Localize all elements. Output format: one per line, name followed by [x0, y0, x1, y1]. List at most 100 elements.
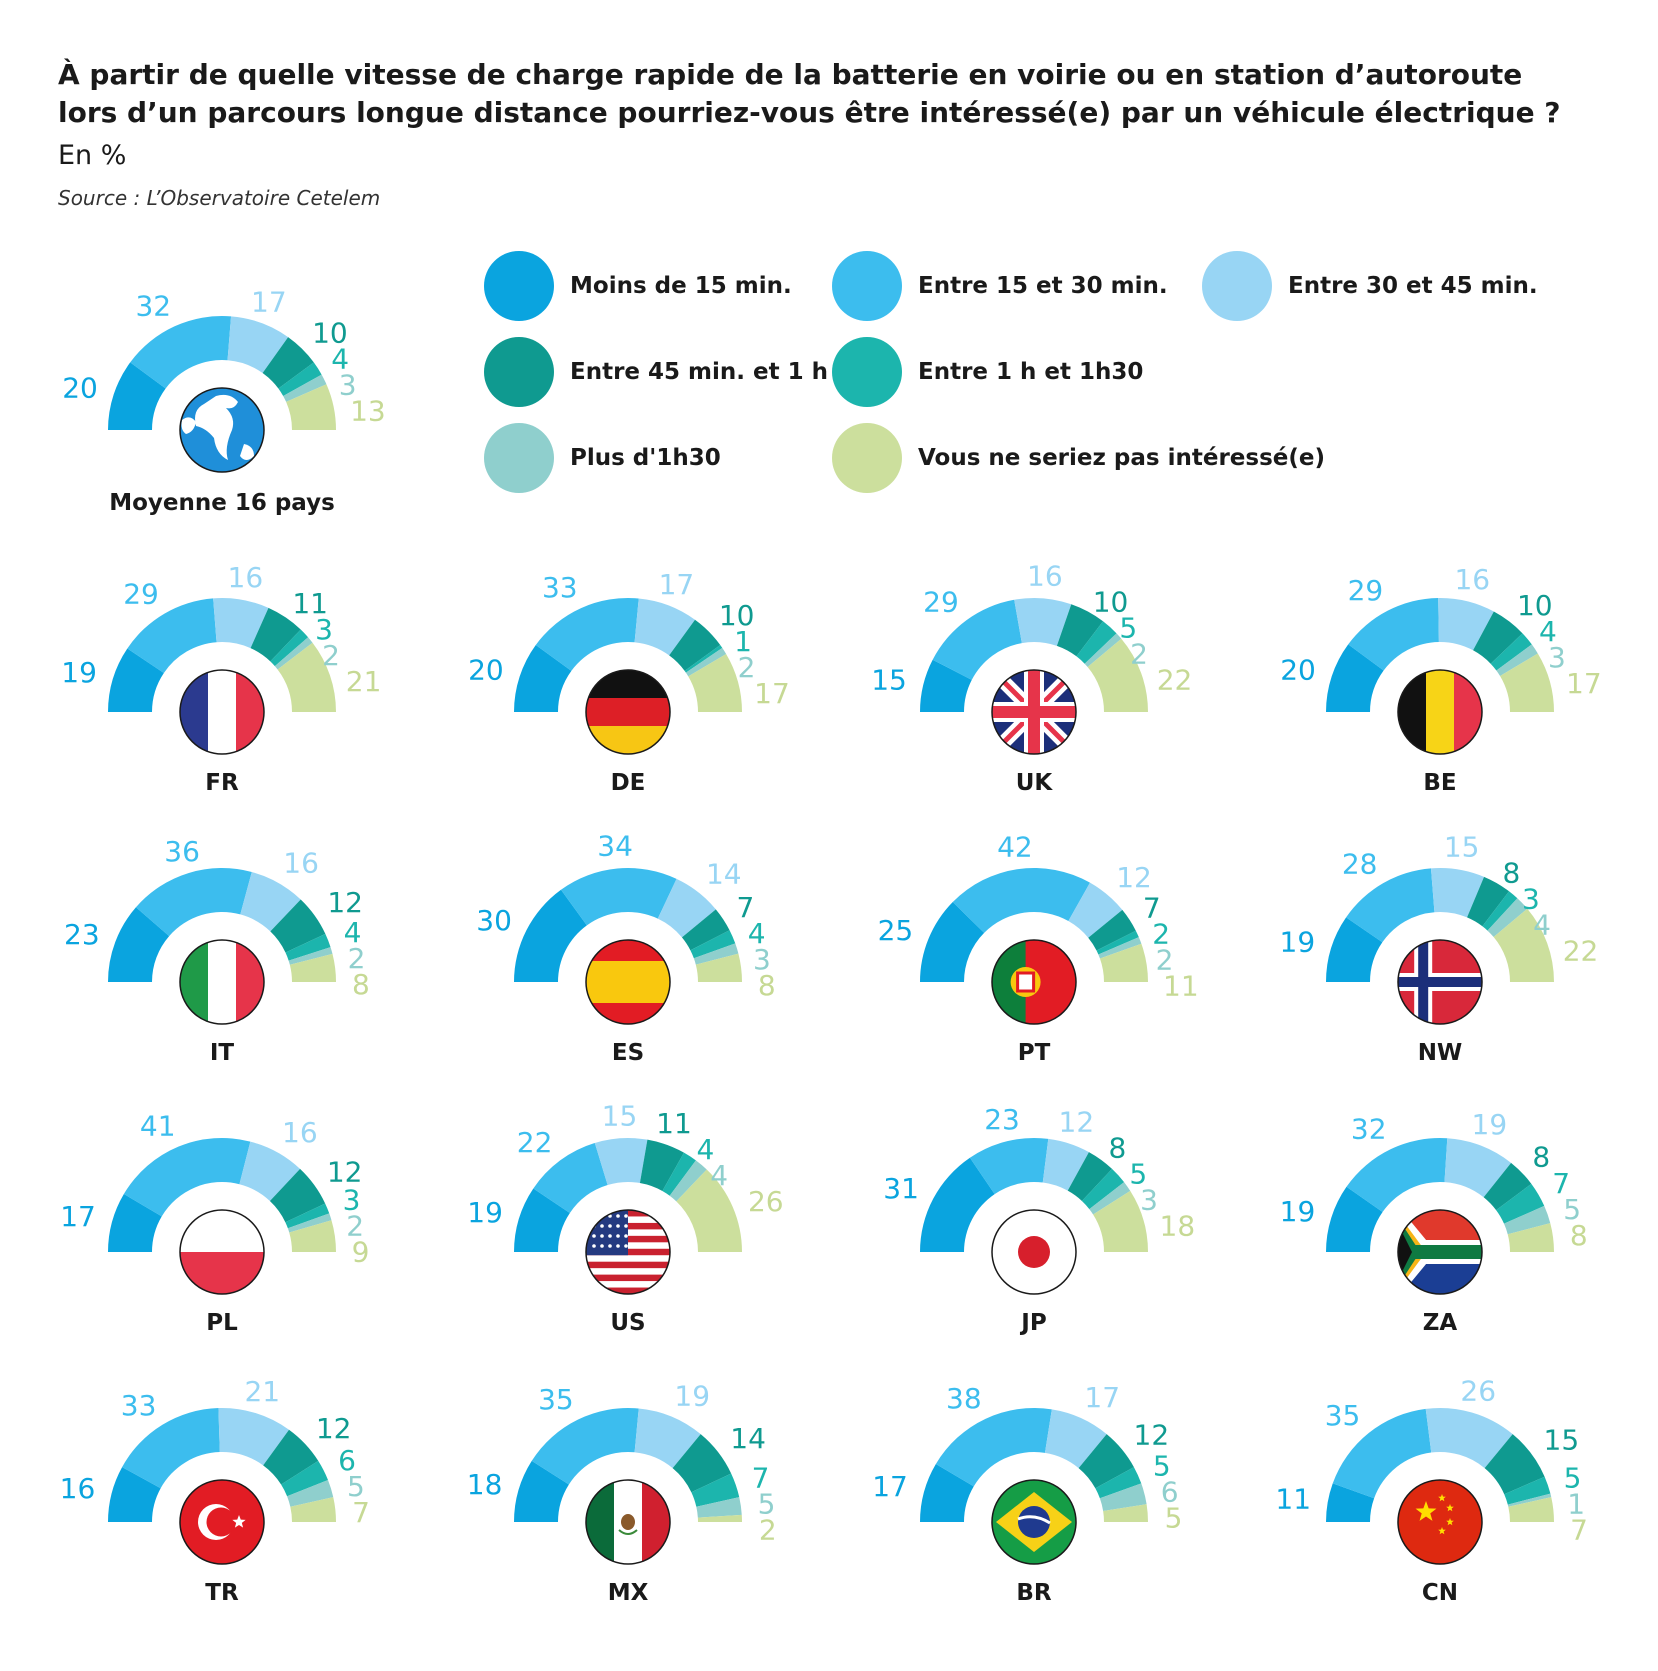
- data-label: 11: [292, 587, 328, 620]
- slice-1: [1346, 868, 1435, 943]
- data-label: 19: [674, 1379, 710, 1412]
- data-label: 8: [1532, 1141, 1550, 1174]
- slice-5: [1504, 1205, 1551, 1235]
- data-label: 5: [1564, 1462, 1582, 1495]
- legend-item-moins-15: Moins de 15 min.: [484, 251, 792, 321]
- data-label: 32: [135, 289, 171, 322]
- chart-label: UK: [1016, 770, 1054, 796]
- slice-6: [1093, 1190, 1148, 1252]
- chart-title-line-2: lors d’un parcours longue distance pourr…: [58, 96, 1561, 129]
- slice-6: [676, 1169, 742, 1252]
- chart-subtitle: En %: [58, 140, 127, 171]
- slice-6: [290, 1497, 336, 1522]
- data-label: 4: [344, 916, 362, 949]
- data-label: 26: [748, 1185, 784, 1218]
- slice-0: [108, 1193, 162, 1252]
- data-label: 5: [347, 1470, 365, 1503]
- data-label: 5: [1153, 1450, 1171, 1483]
- data-label: 19: [1280, 925, 1316, 958]
- flag-outline: [585, 939, 671, 1025]
- data-label: 2: [738, 651, 756, 684]
- slice-1: [123, 1138, 251, 1217]
- slice-6: [286, 384, 336, 430]
- data-label: 2: [1130, 637, 1148, 670]
- data-label: 28: [1342, 847, 1378, 880]
- data-label: 22: [517, 1126, 553, 1159]
- flag-outline: [585, 669, 671, 755]
- data-label: 33: [121, 1389, 157, 1422]
- data-label: 18: [467, 1468, 503, 1501]
- data-label: 3: [1522, 883, 1540, 916]
- es-flag-icon: [586, 940, 670, 1024]
- data-label: 6: [338, 1444, 356, 1477]
- slice-1: [1348, 598, 1439, 671]
- legend-label: Entre 45 min. et 1 h: [570, 359, 828, 385]
- data-label: 3: [753, 943, 771, 976]
- data-label: 10: [1517, 589, 1553, 622]
- data-label: 32: [1351, 1113, 1387, 1146]
- slice-0: [920, 1157, 995, 1252]
- slice-0: [514, 644, 572, 712]
- semi-donut-nw: 19 28 15 834 22 NW: [1280, 831, 1599, 1066]
- legend-swatch: [1202, 251, 1272, 321]
- flag-outline: [991, 669, 1077, 755]
- data-label: 17: [1084, 1381, 1120, 1414]
- data-label: 17: [754, 677, 790, 710]
- jp-flag-icon: [992, 1210, 1076, 1294]
- data-label: 29: [123, 578, 159, 611]
- data-label: 2: [348, 942, 366, 975]
- flag-outline: [1397, 1479, 1483, 1565]
- slice-3: [1484, 1434, 1545, 1495]
- data-label: 26: [1460, 1374, 1496, 1407]
- slice-5: [693, 943, 739, 965]
- legend-swatch: [484, 423, 554, 493]
- slice-1: [1332, 1408, 1432, 1499]
- data-label: 13: [350, 394, 386, 427]
- slice-6: [1099, 943, 1148, 982]
- data-label: 11: [1163, 969, 1199, 1002]
- slice-0: [1326, 644, 1384, 712]
- slice-4: [690, 930, 736, 959]
- slice-5: [1099, 1483, 1147, 1512]
- flag-outline: [991, 939, 1077, 1025]
- slice-3: [681, 909, 730, 951]
- slice-6: [289, 953, 336, 982]
- legend-label: Entre 30 et 45 min.: [1288, 273, 1538, 299]
- chart-label: TR: [205, 1580, 239, 1606]
- data-label: 15: [1544, 1424, 1580, 1457]
- slice-2: [1430, 868, 1485, 918]
- data-label: 25: [878, 914, 914, 947]
- slice-3: [1467, 876, 1510, 927]
- data-label: 4: [1533, 909, 1551, 942]
- slice-3: [263, 1429, 319, 1485]
- slice-0: [108, 648, 164, 712]
- data-label: 1: [1567, 1488, 1585, 1521]
- cn-flag-icon: [1398, 1480, 1482, 1564]
- data-label: 3: [1548, 641, 1566, 674]
- flag-outline: [991, 1209, 1077, 1295]
- slice-3: [1078, 1434, 1134, 1489]
- slice-2: [1044, 1409, 1107, 1469]
- data-label: 12: [316, 1412, 352, 1445]
- slice-6: [688, 653, 742, 712]
- slice-0: [920, 1463, 974, 1522]
- flag-outline: [991, 1479, 1077, 1565]
- data-label: 29: [1348, 574, 1384, 607]
- legend-label: Entre 15 et 30 min.: [918, 273, 1168, 299]
- data-label: 35: [538, 1383, 574, 1416]
- de-flag-icon: [586, 670, 670, 754]
- globe-flag-icon: [180, 388, 264, 472]
- data-label: 12: [1134, 1419, 1170, 1452]
- data-label: 7: [1143, 891, 1161, 924]
- data-label: 19: [1472, 1108, 1508, 1141]
- slice-2: [1425, 1407, 1513, 1469]
- data-label: 16: [228, 561, 264, 594]
- slice-2: [1014, 598, 1072, 646]
- slice-3: [1473, 611, 1523, 664]
